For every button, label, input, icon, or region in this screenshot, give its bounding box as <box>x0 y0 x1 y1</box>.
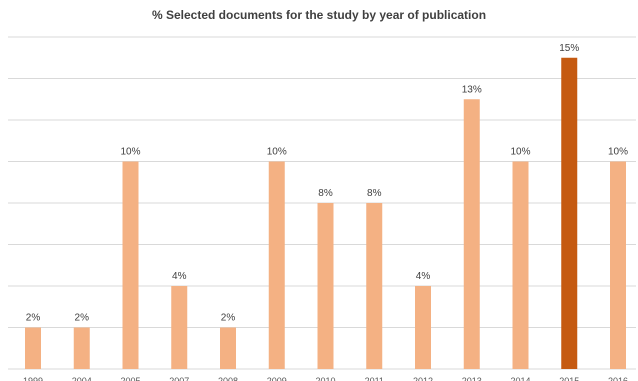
bar-2008 <box>220 327 236 369</box>
x-tick-labels: 1999 2004 2005 2007 2008 2009 2010 2011 2012 2013… <box>23 376 628 381</box>
data-label-2004: 2% <box>75 313 90 324</box>
x-tick-2016: 2016 <box>608 376 628 381</box>
data-label-2009: 10% <box>267 147 287 158</box>
data-label-2007: 4% <box>172 271 187 282</box>
x-tick-2005: 2005 <box>120 376 140 381</box>
bar-2004 <box>73 327 90 369</box>
data-label-1999: 2% <box>26 313 41 324</box>
bar-1999 <box>25 327 41 369</box>
bar-2012 <box>415 286 431 369</box>
x-tick-2011: 2011 <box>365 376 384 381</box>
data-label-2015: 15% <box>559 43 579 54</box>
bar-2009 <box>268 161 285 369</box>
x-tick-2010: 2010 <box>315 376 335 381</box>
data-labels: 2% 2% 10% 4% 2% 10% 8% 8% 4% 13% 10% 15% 10% <box>26 43 628 324</box>
data-label-2014: 10% <box>510 147 530 158</box>
bar-2005 <box>122 161 139 369</box>
data-label-2005: 10% <box>120 147 140 158</box>
bar-2014 <box>512 161 529 369</box>
bar-2016 <box>610 161 626 369</box>
x-tick-2013: 2013 <box>462 376 482 381</box>
chart-title: % Selected documents for the study by ye… <box>151 8 487 22</box>
x-tick-2008: 2008 <box>218 376 238 381</box>
bar-2015 <box>561 57 578 369</box>
data-label-2013: 13% <box>462 84 482 95</box>
data-label-2012: 4% <box>416 271 431 282</box>
x-tick-2004: 2004 <box>72 376 92 381</box>
data-label-2010: 8% <box>318 188 333 199</box>
bar-2011 <box>366 203 383 369</box>
x-tick-2007: 2007 <box>169 376 189 381</box>
bar-2007 <box>171 286 188 369</box>
bar-2010 <box>317 203 334 369</box>
x-tick-2009: 2009 <box>267 376 287 381</box>
data-label-2011: 8% <box>367 188 382 199</box>
bars <box>25 57 626 369</box>
data-label-2016: 10% <box>608 147 628 158</box>
x-tick-2012: 2012 <box>413 376 433 381</box>
x-tick-1999: 1999 <box>23 376 43 381</box>
bar-2013 <box>463 99 480 369</box>
x-tick-2015: 2015 <box>559 376 579 381</box>
x-tick-2014: 2014 <box>510 376 530 381</box>
data-label-2008: 2% <box>221 313 236 324</box>
